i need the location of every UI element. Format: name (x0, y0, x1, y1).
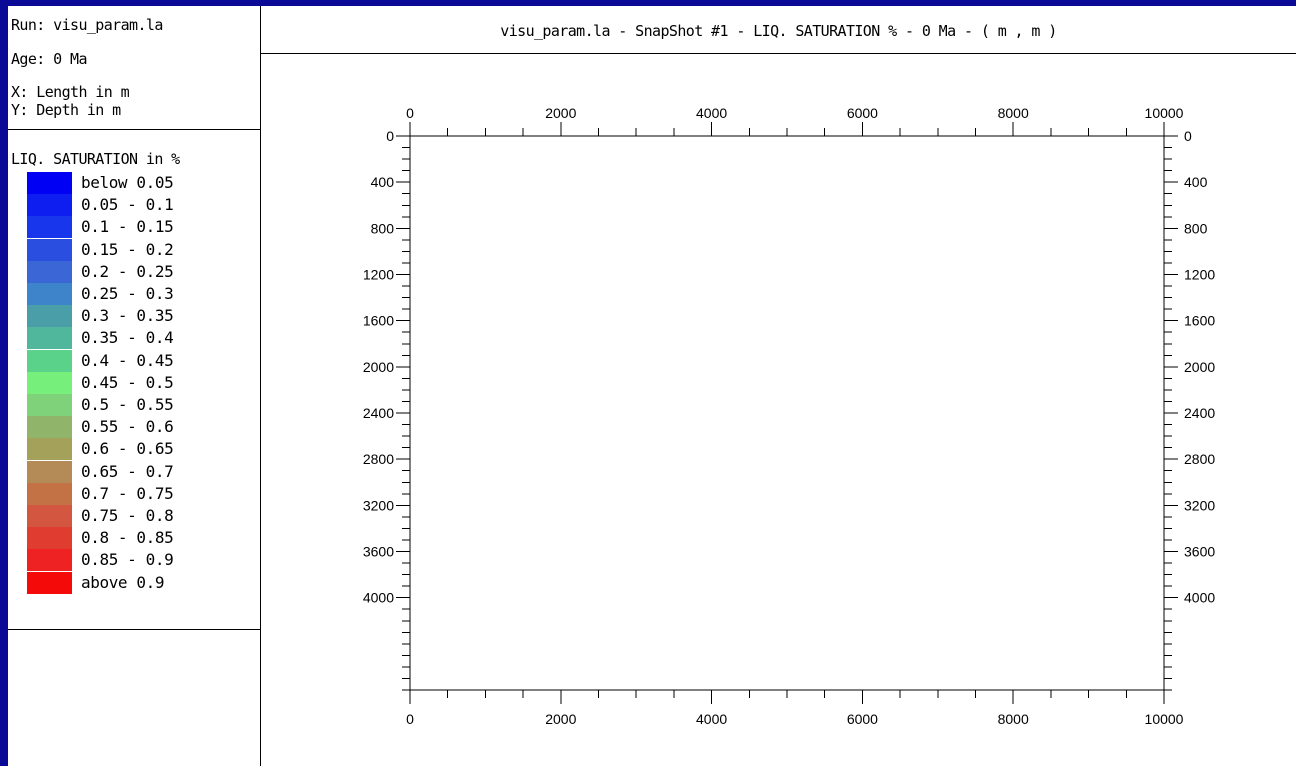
legend-swatch (27, 327, 72, 349)
legend-label: 0.65 - 0.7 (81, 461, 173, 483)
x-tick-label-top: 2000 (545, 105, 576, 121)
chart-title: visu_param.la - SnapShot #1 - LIQ. SATUR… (261, 22, 1296, 40)
legend-swatch (27, 438, 72, 460)
legend-label: 0.35 - 0.4 (81, 327, 173, 349)
y-tick-label-right: 800 (1184, 220, 1208, 236)
y-tick-label-right: 4000 (1184, 590, 1215, 606)
legend-label: 0.25 - 0.3 (81, 283, 173, 305)
legend-swatch (27, 305, 72, 327)
y-tick-label-left: 1200 (363, 267, 394, 283)
x-tick-label-top: 6000 (847, 105, 878, 121)
x-tick-label-bottom: 8000 (998, 711, 1029, 727)
y-tick-label-right: 2400 (1184, 405, 1215, 421)
y-tick-label-right: 3600 (1184, 544, 1215, 560)
legend-label: above 0.9 (81, 572, 164, 594)
legend-swatch (27, 505, 72, 527)
x-tick-label-bottom: 2000 (545, 711, 576, 727)
legend-label: 0.1 - 0.15 (81, 216, 173, 238)
legend-swatch (27, 461, 72, 483)
legend-label: below 0.05 (81, 172, 173, 194)
legend-swatch (27, 549, 72, 571)
y-tick-label-left: 3200 (363, 497, 394, 513)
y-tick-label-right: 1200 (1184, 267, 1215, 283)
legend-swatch (27, 216, 72, 238)
x-tick-label-top: 4000 (696, 105, 727, 121)
y-tick-label-left: 4000 (363, 590, 394, 606)
legend-title: LIQ. SATURATION in % (11, 150, 180, 168)
legend-panel: LIQ. SATURATION in % below 0.05 0.05 - 0.… (8, 130, 261, 630)
legend-label: 0.45 - 0.5 (81, 372, 173, 394)
x-tick-label-bottom: 6000 (847, 711, 878, 727)
y-tick-label-right: 3200 (1184, 497, 1215, 513)
legend-swatch (27, 483, 72, 505)
run-info-panel: Run: visu_param.la Age: 0 Ma X: Length i… (8, 6, 261, 130)
x-tick-label-bottom: 0 (406, 711, 414, 727)
run-name: Run: visu_param.la (11, 16, 163, 34)
app-frame: Run: visu_param.la Age: 0 Ma X: Length i… (8, 6, 1296, 766)
legend-label: 0.6 - 0.65 (81, 438, 173, 460)
legend-swatch (27, 239, 72, 261)
legend-label: 0.55 - 0.6 (81, 416, 173, 438)
x-tick-label-bottom: 4000 (696, 711, 727, 727)
legend-swatch (27, 261, 72, 283)
y-tick-label-left: 800 (371, 220, 395, 236)
legend-label: 0.7 - 0.75 (81, 483, 173, 505)
legend-label: 0.4 - 0.45 (81, 350, 173, 372)
legend-label: 0.2 - 0.25 (81, 261, 173, 283)
legend-swatch (27, 172, 72, 194)
legend-label: 0.05 - 0.1 (81, 194, 173, 216)
x-tick-label-top: 8000 (998, 105, 1029, 121)
y-tick-label-right: 1600 (1184, 313, 1215, 329)
plot-area: 0020002000400040006000600080008000100001… (261, 54, 1296, 766)
legend-swatch (27, 394, 72, 416)
y-tick-label-left: 2400 (363, 405, 394, 421)
legend-swatch (27, 416, 72, 438)
chart-header: visu_param.la - SnapShot #1 - LIQ. SATUR… (261, 6, 1296, 54)
y-tick-label-left: 2000 (363, 359, 394, 375)
legend-swatch (27, 283, 72, 305)
x-tick-label-top: 10000 (1145, 105, 1184, 121)
legend-label: 0.85 - 0.9 (81, 549, 173, 571)
y-tick-label-left: 3600 (363, 544, 394, 560)
x-axis-info: X: Length in m (11, 83, 129, 101)
legend-label: 0.5 - 0.55 (81, 394, 173, 416)
legend-swatch (27, 527, 72, 549)
y-tick-label-right: 2800 (1184, 451, 1215, 467)
legend-swatch (27, 194, 72, 216)
y-tick-label-left: 400 (371, 174, 395, 190)
y-tick-label-left: 2800 (363, 451, 394, 467)
legend-swatch (27, 572, 72, 594)
legend-label: 0.8 - 0.85 (81, 527, 173, 549)
x-tick-label-bottom: 10000 (1145, 711, 1184, 727)
legend-swatch (27, 350, 72, 372)
legend-label: 0.15 - 0.2 (81, 239, 173, 261)
sidebar: Run: visu_param.la Age: 0 Ma X: Length i… (8, 6, 261, 766)
age-info: Age: 0 Ma (11, 50, 87, 68)
legend-label: 0.3 - 0.35 (81, 305, 173, 327)
y-tick-label-left: 1600 (363, 313, 394, 329)
y-tick-label-right: 0 (1184, 128, 1192, 144)
y-tick-label-right: 400 (1184, 174, 1208, 190)
y-tick-label-right: 2000 (1184, 359, 1215, 375)
y-axis-info: Y: Depth in m (11, 101, 121, 119)
x-tick-label-top: 0 (406, 105, 414, 121)
legend-label: 0.75 - 0.8 (81, 505, 173, 527)
legend-swatch (27, 372, 72, 394)
y-tick-label-left: 0 (386, 128, 394, 144)
